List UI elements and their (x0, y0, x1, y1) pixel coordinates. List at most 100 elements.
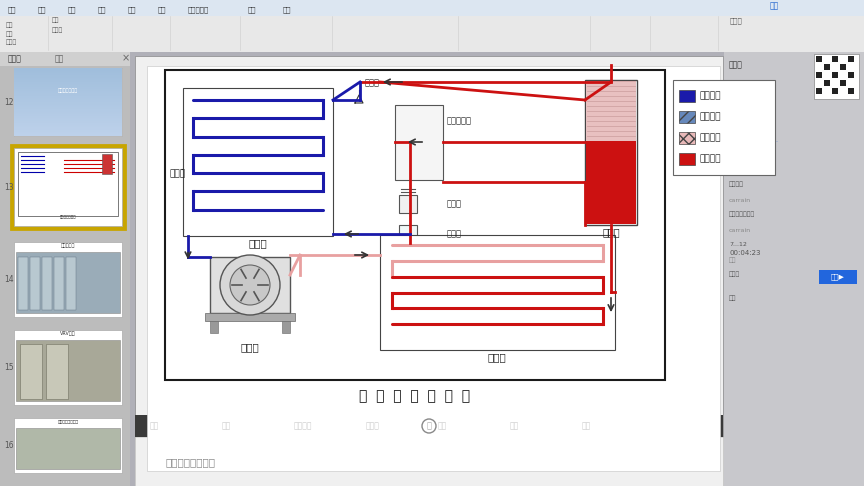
Bar (816, 56, 822, 62)
Bar (14, 123, 122, 124)
Bar (14, 117, 122, 118)
Text: 视频: 视频 (150, 421, 159, 431)
Bar (14, 99, 122, 100)
Bar (679, 132, 695, 144)
Text: 幻灯片: 幻灯片 (8, 54, 22, 63)
Text: 14: 14 (4, 275, 14, 283)
Text: 低压液态: 低压液态 (699, 91, 721, 101)
Bar (14, 242, 122, 317)
Bar (14, 128, 122, 129)
Bar (14, 115, 122, 116)
Text: Jason@kapsic...: Jason@kapsic... (729, 138, 778, 143)
Text: 12: 12 (4, 98, 14, 106)
Bar (816, 72, 822, 78)
Text: 水冷式空调板块: 水冷式空调板块 (729, 211, 755, 217)
Bar (14, 73, 122, 74)
Text: 高压气态: 高压气态 (699, 134, 721, 142)
Bar (210, 321, 218, 333)
Text: 开始: 开始 (38, 7, 47, 13)
Bar (399, 225, 417, 243)
Text: 热烈: 热烈 (729, 295, 736, 301)
Bar (14, 74, 122, 75)
Bar (0, 0, 864, 16)
Bar (848, 72, 854, 78)
Bar (14, 132, 122, 133)
Bar (14, 106, 122, 107)
Text: 发送▶: 发送▶ (831, 274, 845, 280)
Bar (66, 257, 76, 310)
Bar (14, 81, 122, 82)
Text: 电磁阀: 电磁阀 (447, 199, 462, 208)
Text: 水冷式空调系统: 水冷式空调系统 (58, 88, 78, 93)
Bar (14, 114, 122, 115)
Text: 工具: 工具 (582, 421, 591, 431)
Text: 格式刷: 格式刷 (6, 39, 17, 45)
Bar (14, 125, 122, 126)
Bar (832, 72, 838, 78)
Bar (54, 257, 64, 310)
Bar (30, 257, 40, 310)
Text: 还可以: 还可以 (729, 271, 740, 277)
Bar (14, 93, 122, 94)
Text: 文件: 文件 (8, 7, 16, 13)
Bar (14, 116, 122, 117)
Bar (14, 102, 122, 103)
Bar (14, 110, 122, 111)
Bar (14, 78, 122, 79)
Bar (14, 83, 122, 84)
Text: 大纲: 大纲 (55, 54, 64, 63)
Bar (14, 72, 122, 73)
Bar (14, 98, 122, 99)
Text: 演示者: 演示者 (366, 421, 380, 431)
Bar (724, 52, 864, 486)
Bar (210, 257, 290, 313)
Bar (380, 235, 615, 350)
Bar (165, 70, 665, 380)
Text: 致远: 致远 (510, 421, 519, 431)
Bar (14, 124, 122, 125)
Bar (14, 84, 122, 85)
Bar (14, 87, 122, 88)
Bar (14, 330, 122, 405)
Bar (14, 113, 122, 114)
Bar (824, 80, 830, 86)
Bar (0, 52, 130, 486)
Bar (14, 127, 122, 128)
Bar (14, 120, 122, 121)
Bar (14, 89, 122, 90)
Bar (14, 109, 122, 110)
Bar (14, 105, 122, 106)
Bar (14, 126, 122, 127)
Text: 音频: 音频 (222, 421, 232, 431)
Bar (0, 0, 864, 52)
Bar (14, 130, 122, 131)
Bar (147, 66, 720, 471)
Text: VRV空调: VRV空调 (60, 331, 76, 336)
Circle shape (230, 265, 270, 305)
Bar (14, 82, 122, 83)
Bar (395, 105, 443, 180)
Bar (14, 119, 122, 120)
Bar (14, 104, 122, 105)
Text: 制  冷  系  统  原  理  图: 制 冷 系 统 原 理 图 (359, 389, 471, 403)
Text: 蒸发器: 蒸发器 (249, 238, 267, 248)
Bar (679, 111, 695, 123)
Bar (18, 152, 118, 216)
Text: 空气源水机: 空气源水机 (60, 243, 75, 248)
Bar (14, 118, 122, 119)
Bar (673, 80, 775, 175)
Bar (16, 340, 120, 401)
Text: 制冷系统原理图: 制冷系统原理图 (60, 215, 76, 219)
Bar (14, 79, 122, 80)
Bar (16, 252, 120, 313)
Text: 高压液态: 高压液态 (699, 155, 721, 163)
Bar (14, 108, 122, 109)
Text: ⏻: ⏻ (427, 421, 431, 431)
Text: 单击此处添加备注: 单击此处添加备注 (165, 457, 215, 467)
Text: 13: 13 (4, 183, 14, 191)
Text: 幻灯片卡: 幻灯片卡 (294, 421, 313, 431)
Bar (14, 418, 122, 473)
Bar (11, 145, 125, 229)
Bar (586, 141, 636, 224)
Text: 视图: 视图 (283, 7, 291, 13)
